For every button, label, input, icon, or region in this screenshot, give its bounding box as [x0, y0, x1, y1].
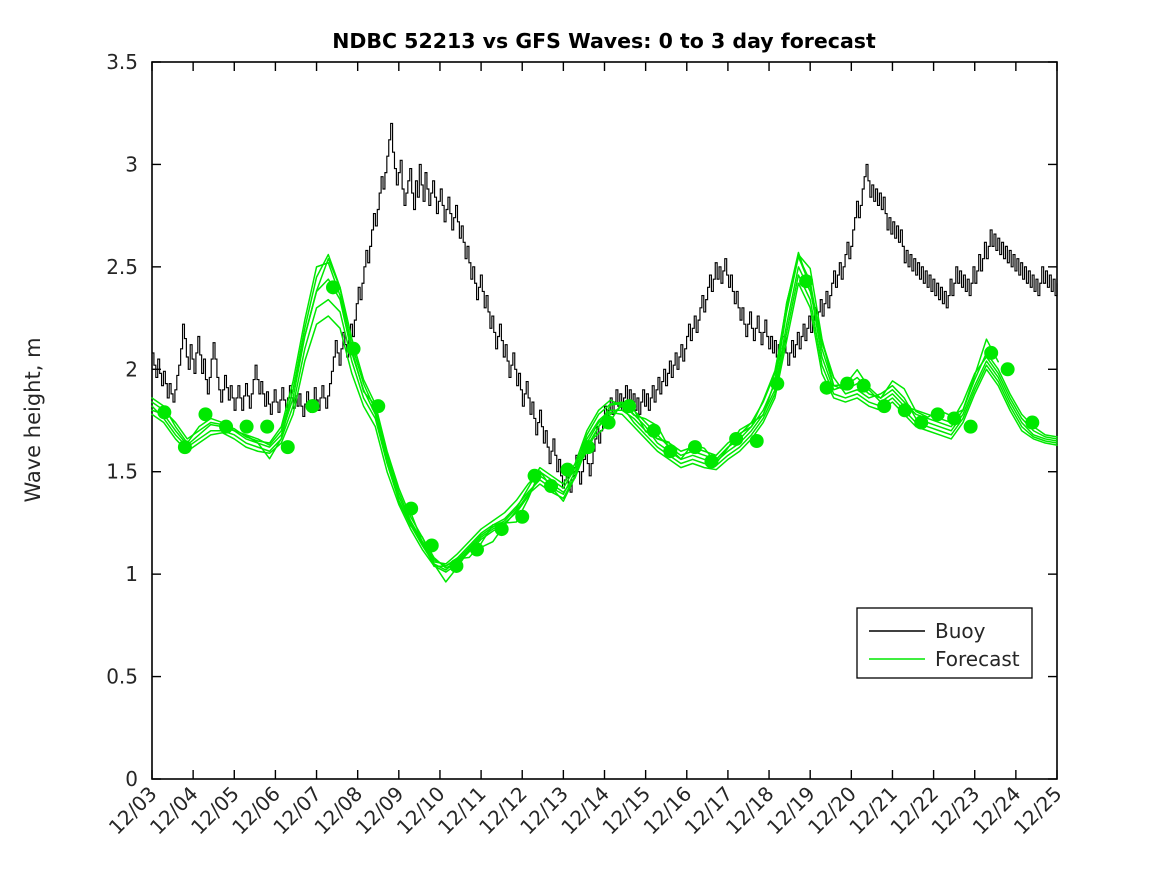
- forecast-marker-point: [963, 419, 978, 434]
- y-tick-label: 0.5: [106, 665, 138, 689]
- forecast-marker-point: [770, 376, 785, 391]
- forecast-run-segment-3: [574, 255, 835, 473]
- x-tick-label: 12/25: [1009, 782, 1067, 840]
- legend-box: [856, 607, 1033, 679]
- y-tick-label: 3: [125, 152, 138, 176]
- forecast-marker-point: [239, 419, 254, 434]
- forecast-marker-point: [897, 403, 912, 418]
- forecast-marker-point: [688, 440, 702, 455]
- forecast-marker-point: [449, 558, 464, 573]
- forecast-marker-point: [704, 454, 719, 469]
- forecast-marker-point: [984, 345, 999, 360]
- forecast-marker-point: [280, 440, 295, 455]
- forecast-marker-point: [177, 440, 192, 455]
- forecast-marker-point: [469, 542, 484, 557]
- forecast-marker-point: [947, 411, 962, 426]
- forecast-marker-point: [560, 462, 575, 477]
- legend-label-buoy: Buoy: [935, 619, 986, 643]
- forecast-marker-point: [799, 274, 814, 289]
- y-axis-label-group: Wave height, m: [21, 337, 45, 502]
- forecast-marker-point: [544, 479, 559, 494]
- data-series-group: [151, 122, 1058, 583]
- forecast-marker-point: [622, 399, 637, 414]
- y-tick-label: 1.5: [106, 460, 138, 484]
- forecast-marker-point: [494, 522, 509, 537]
- forecast-marker-point: [646, 423, 661, 438]
- forecast-marker-point: [326, 280, 340, 295]
- forecast-marker-point: [404, 501, 419, 516]
- forecast-marker-point: [260, 419, 275, 434]
- forecast-marker-point: [305, 399, 320, 414]
- forecast-marker-point: [819, 380, 834, 395]
- forecast-marker-point: [346, 341, 361, 356]
- y-tick-label: 2: [125, 357, 138, 381]
- chart-legend[interactable]: Buoy Forecast: [856, 607, 1033, 679]
- forecast-marker-point: [371, 399, 386, 414]
- y-axis-ticks: 0 0.5 1 1.5 2 2.5 3 3.5: [106, 50, 1057, 791]
- buoy-series-line: [152, 122, 1058, 493]
- forecast-marker-point: [663, 444, 678, 459]
- y-tick-label: 3.5: [106, 50, 138, 74]
- forecast-marker-point: [1025, 415, 1040, 430]
- forecast-marker-point: [840, 376, 855, 391]
- forecast-marker-point: [930, 407, 945, 422]
- forecast-marker-point: [1000, 362, 1015, 377]
- forecast-marker-point: [877, 399, 892, 414]
- y-tick-label: 2.5: [106, 255, 138, 279]
- forecast-marker-point: [527, 468, 542, 483]
- y-axis-label: Wave height, m: [21, 337, 45, 502]
- forecast-marker-point: [157, 405, 172, 420]
- forecast-marker-point: [601, 415, 616, 430]
- legend-label-forecast: Forecast: [935, 647, 1020, 671]
- chart-title: NDBC 52213 vs GFS Waves: 0 to 3 day fore…: [332, 29, 876, 53]
- forecast-marker-point: [424, 538, 439, 553]
- forecast-marker-point: [581, 440, 596, 455]
- y-tick-label: 1: [125, 562, 138, 586]
- forecast-marker-point: [856, 378, 871, 393]
- chart-title-group: NDBC 52213 vs GFS Waves: 0 to 3 day fore…: [332, 29, 876, 53]
- forecast-marker-point: [219, 419, 234, 434]
- forecast-marker-point: [729, 431, 744, 446]
- forecast-marker-point: [198, 407, 213, 422]
- y-tick-label: 0: [125, 767, 138, 791]
- forecast-marker-point: [749, 433, 764, 448]
- forecast-marker-points: [157, 274, 1040, 573]
- forecast-marker-point: [914, 415, 929, 430]
- forecast-marker-point: [515, 509, 530, 524]
